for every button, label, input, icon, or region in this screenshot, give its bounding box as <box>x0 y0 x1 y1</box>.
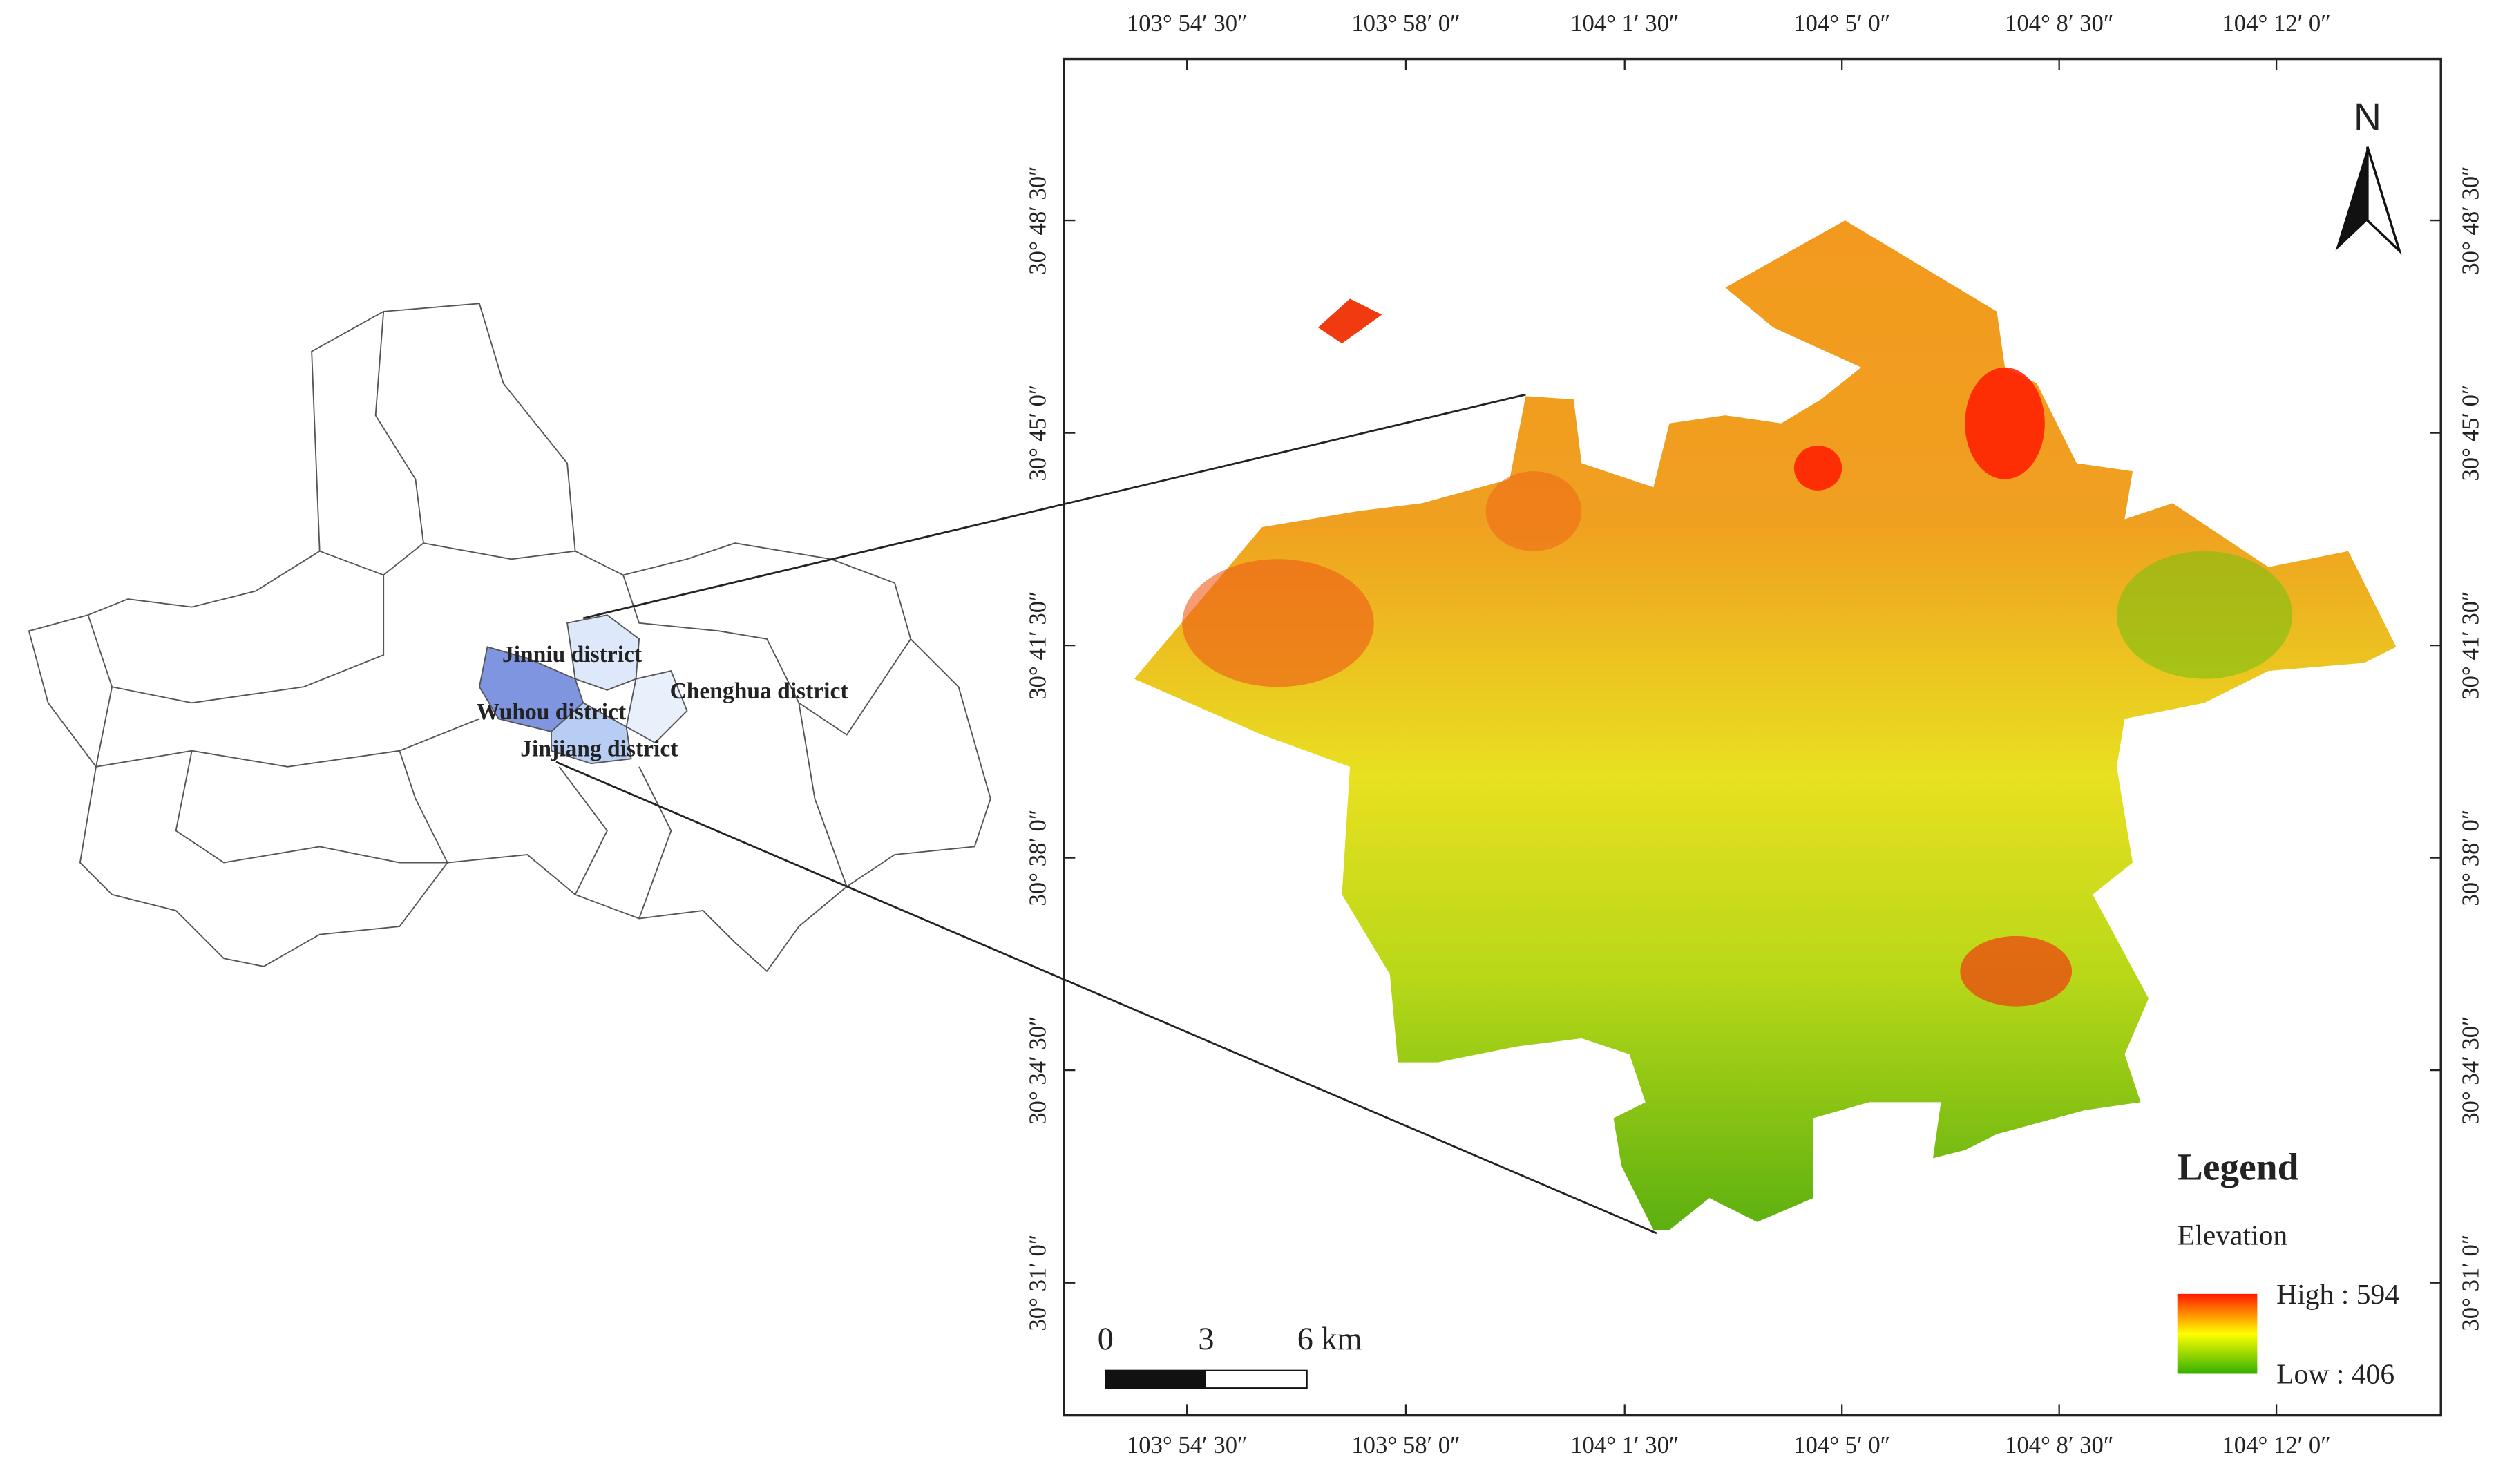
overview-map <box>28 303 991 973</box>
longitude-label: 103° 54′ 30″ <box>1127 10 1248 37</box>
chenghua-area <box>625 670 688 744</box>
district-border <box>319 311 424 576</box>
district-border <box>622 575 911 736</box>
scale-label: 3 <box>1198 1322 1214 1357</box>
longitude-label: 104° 5′ 0″ <box>1793 10 1890 37</box>
legend-subtitle: Elevation <box>2178 1219 2288 1251</box>
longitude-label: 104° 12′ 0″ <box>2222 1431 2330 1458</box>
high-zone <box>1793 446 1842 491</box>
high-zone <box>1182 559 1374 687</box>
latitude-label: 30° 38′ 0″ <box>2457 810 2484 906</box>
latitude-label: 30° 45′ 0″ <box>2457 385 2484 482</box>
district-border <box>87 575 385 704</box>
latitude-label: 30° 34′ 30″ <box>1024 1016 1051 1125</box>
north-arrow <box>2366 146 2402 255</box>
latitude-label: 30° 48′ 30″ <box>2457 166 2484 274</box>
latitude-label: 30° 41′ 30″ <box>1024 591 1051 699</box>
latitude-label: 30° 31′ 0″ <box>1024 1235 1051 1331</box>
longitude-label: 104° 12′ 0″ <box>2222 10 2330 37</box>
longitude-label: 104° 8′ 30″ <box>2005 10 2113 37</box>
district-border <box>175 750 448 864</box>
latitude-label: 30° 41′ 30″ <box>2457 591 2484 699</box>
longitude-label: 103° 58′ 0″ <box>1351 1431 1460 1458</box>
latitude-label: 30° 45′ 0″ <box>1024 385 1051 482</box>
latitude-label: 30° 31′ 0″ <box>2457 1235 2484 1331</box>
district-border <box>399 750 448 863</box>
zoom-line <box>555 761 1657 1235</box>
longitude-label: 104° 1′ 30″ <box>1570 10 1679 37</box>
high-zone <box>1485 471 1582 551</box>
legend-title: Legend <box>2178 1147 2299 1189</box>
district-border <box>558 766 608 895</box>
elevation-raster <box>1134 220 2397 1230</box>
longitude-label: 103° 54′ 30″ <box>1127 1431 1248 1458</box>
district-border <box>423 542 575 560</box>
district-label: Jinniu district <box>502 642 642 667</box>
elevation-area <box>1317 298 1382 344</box>
scale-bar-segment <box>1105 1370 1206 1389</box>
city-outline <box>28 303 991 973</box>
low-zone <box>2116 551 2293 679</box>
district-border <box>638 766 672 919</box>
high-zone <box>1965 367 2045 479</box>
scale-label: 6 km <box>1297 1322 1362 1357</box>
district-label: Jinjiang district <box>520 736 678 761</box>
high-zone <box>1960 935 2073 1007</box>
legend-ramp <box>2177 1293 2258 1374</box>
district-label: Wuhou district <box>477 699 627 725</box>
latitude-label: 30° 48′ 30″ <box>1024 166 1051 274</box>
scale-label: 0 <box>1098 1322 1114 1357</box>
jinjiang-area <box>551 702 632 765</box>
legend-low: Low : 406 <box>2276 1359 2394 1391</box>
district-border <box>798 703 848 887</box>
zoom-line <box>582 393 1526 620</box>
longitude-label: 104° 5′ 0″ <box>1793 1431 1890 1458</box>
longitude-label: 104° 8′ 30″ <box>2005 1431 2113 1458</box>
longitude-label: 104° 1′ 30″ <box>1570 1431 1679 1458</box>
latitude-label: 30° 34′ 30″ <box>2457 1016 2484 1125</box>
district-border <box>95 687 480 768</box>
district-label: Chenghua district <box>670 678 849 704</box>
north-label: N <box>2354 95 2381 138</box>
latitude-label: 30° 38′ 0″ <box>1024 810 1051 906</box>
map-frame <box>1063 57 2442 1417</box>
legend-high: High : 594 <box>2276 1279 2399 1311</box>
longitude-label: 103° 58′ 0″ <box>1351 10 1460 37</box>
north-arrow <box>2335 146 2368 251</box>
elevation-area <box>1134 220 2397 1230</box>
